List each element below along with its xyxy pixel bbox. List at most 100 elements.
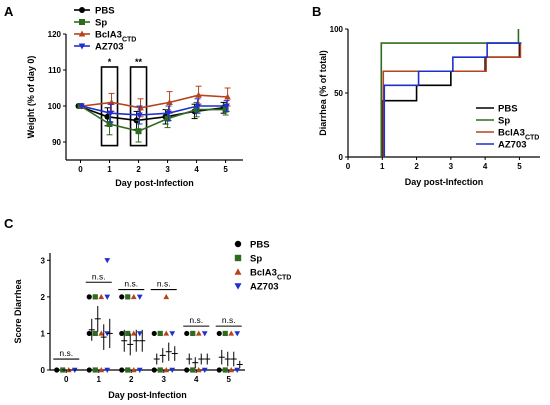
series-line: [80, 105, 226, 133]
y-tick-label: 3: [41, 256, 46, 265]
y-tick-label: 0: [339, 153, 344, 162]
data-point: [86, 330, 92, 337]
data-point: [169, 331, 176, 337]
y-axis-label: Diarrhea (% of total): [318, 50, 328, 136]
x-axis-label: Day post-Infection: [405, 177, 484, 187]
panel-a: A 90 100 110 120 0 1 2 3 4 5 Day post-Infection Weig…: [4, 4, 243, 188]
y-tick-label: 2: [41, 293, 46, 302]
data-point: [163, 330, 170, 336]
x-tick-label: 0: [346, 162, 351, 171]
data-point: [125, 294, 131, 300]
data-point: [125, 330, 131, 337]
series-line: [82, 94, 228, 109]
data-point: [193, 106, 200, 113]
significance-stars: *: [108, 57, 112, 67]
data-point: [228, 330, 235, 336]
x-tick-label: 5: [227, 375, 232, 384]
data-point: [151, 367, 157, 373]
x-tick-label: 4: [194, 375, 199, 384]
data-point: [104, 294, 111, 300]
y-tick-label: 100: [330, 25, 344, 34]
data-point: [86, 367, 92, 373]
panel-c: C 0 1 2 3 0 1 2 3 4 5 Day post-Infection Score Diarr…: [4, 216, 291, 400]
legend-label: Sp: [95, 18, 107, 29]
data-point: [169, 367, 176, 373]
x-axis-label: Day post-Infection: [108, 390, 187, 400]
data-point: [108, 98, 115, 105]
data-point: [137, 104, 144, 111]
data-point: [92, 294, 98, 300]
survival-step-line: [380, 29, 520, 157]
data-point: [228, 367, 235, 373]
data-point: [86, 294, 92, 300]
data-point: [125, 367, 131, 373]
x-tick-label: 1: [97, 375, 102, 384]
x-tick-label: 5: [223, 165, 228, 174]
data-point: [130, 293, 137, 300]
data-point: [136, 331, 143, 337]
data-point: [98, 293, 105, 300]
data-point: [163, 367, 170, 373]
panel-b: B 0 50 100 0 1 2 3 4 5 Day post-Infection Diarrhea …: [312, 4, 540, 187]
data-point: [119, 367, 125, 373]
data-point: [201, 331, 208, 337]
y-tick-label: 0: [41, 366, 46, 375]
data-point: [166, 98, 173, 105]
series-0: [54, 294, 225, 373]
survival-step-line: [382, 43, 522, 157]
data-point: [194, 103, 201, 110]
y-tick-label: 100: [48, 102, 62, 111]
survival-step-line: [383, 42, 522, 157]
data-point: [164, 115, 171, 122]
data-point: [224, 93, 231, 100]
data-point: [136, 112, 143, 119]
highlight-box: [100, 66, 119, 147]
x-tick-label: 2: [129, 375, 134, 384]
x-tick-label: 1: [380, 162, 385, 171]
legend-marker: [79, 19, 85, 25]
data-point: [104, 258, 111, 264]
y-axis-label: Score Diarrhea: [13, 278, 23, 343]
legend-label: AZ703: [498, 140, 527, 151]
data-point: [234, 367, 241, 373]
y-tick-label: 90: [52, 138, 61, 147]
x-tick-label: 1: [107, 165, 112, 174]
data-point: [98, 367, 105, 373]
data-point: [222, 367, 228, 373]
data-point: [195, 367, 202, 373]
y-tick-label: 1: [41, 329, 46, 338]
legend-marker: [78, 43, 86, 50]
legend-label: Sp: [498, 116, 510, 127]
significance-label: n.s.: [189, 315, 203, 325]
x-tick-label: 3: [162, 375, 167, 384]
data-point: [201, 367, 208, 373]
legend-marker: [234, 240, 242, 248]
data-point: [92, 367, 98, 373]
legend-label: PBS: [498, 104, 518, 115]
data-point: [151, 330, 157, 337]
data-point: [104, 367, 111, 373]
data-point: [184, 367, 190, 373]
legend-label: PBS: [250, 240, 270, 251]
data-point: [216, 367, 222, 373]
x-tick-label: 5: [517, 162, 522, 171]
x-tick-label: 0: [64, 375, 69, 384]
y-tick-label: 110: [48, 66, 61, 75]
x-tick-label: 3: [449, 162, 454, 171]
data-point: [216, 330, 222, 337]
data-point: [130, 330, 137, 336]
legend-label: BclA3CTD: [250, 268, 291, 282]
significance-stars: **: [135, 57, 143, 67]
legend-marker: [234, 254, 242, 262]
data-point: [136, 367, 143, 373]
panel-letter-a: A: [4, 4, 14, 19]
data-point: [165, 110, 172, 117]
data-point: [106, 121, 113, 127]
series-2: [65, 293, 237, 373]
legend-label: Sp: [250, 254, 262, 265]
data-point: [119, 330, 125, 337]
data-point: [222, 106, 229, 113]
y-axis-label: Weight (% of day 0): [26, 56, 36, 139]
